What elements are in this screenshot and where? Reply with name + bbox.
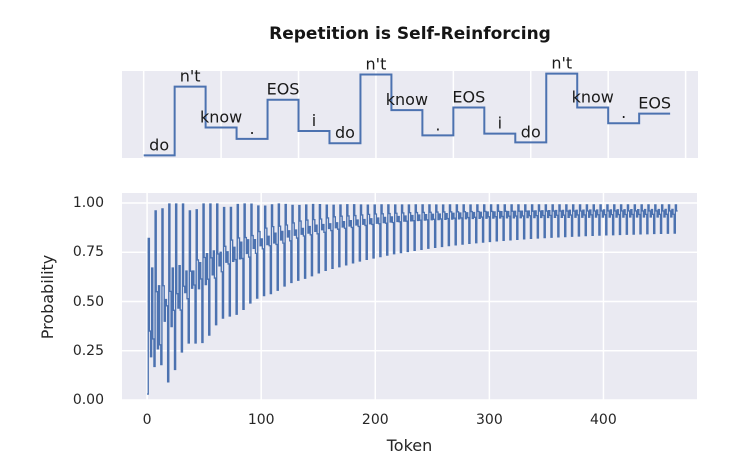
- token-label: do: [335, 123, 355, 142]
- token-label: do: [521, 122, 541, 141]
- probability-line: [147, 203, 678, 395]
- token-label: EOS: [452, 88, 485, 107]
- token-label: .: [621, 103, 626, 122]
- token-label: n't: [551, 54, 572, 73]
- token-label: EOS: [267, 80, 300, 99]
- x-tick-label: 200: [361, 412, 389, 428]
- token-label: .: [250, 119, 255, 138]
- chart-title: Repetition is Self-Reinforcing: [269, 24, 551, 44]
- probability-canvas: [122, 193, 697, 401]
- token-label: do: [149, 135, 169, 154]
- x-tick-label: 0: [142, 412, 152, 428]
- x-tick-label: 300: [476, 412, 503, 428]
- x-tick-label: 100: [247, 412, 275, 428]
- token-label: .: [435, 115, 440, 134]
- y-axis-label: Probability: [38, 254, 57, 340]
- y-tick-label: 0.25: [72, 342, 104, 359]
- token-steps-subplot: do n't know. EOS i do n't know. EOS i do n't know. EO…: [122, 54, 698, 158]
- token-label: i: [498, 114, 502, 133]
- token-label: i: [312, 111, 316, 130]
- probability-subplot: [122, 193, 697, 401]
- token-label: know: [200, 108, 242, 127]
- token-label: know: [572, 88, 614, 107]
- token-label: n't: [366, 54, 387, 73]
- token-label: know: [386, 90, 428, 109]
- y-tick-label: 0.75: [72, 244, 104, 261]
- y-tick-label: 1.00: [72, 195, 104, 211]
- token-label: n't: [180, 67, 201, 86]
- y-tick-label: 0.00: [72, 392, 104, 408]
- x-tick-label: 400: [590, 412, 617, 428]
- token-label: EOS: [638, 94, 671, 113]
- y-tick-label: 0.50: [72, 293, 104, 310]
- x-axis-label: Token: [386, 436, 433, 455]
- token-step-line: [143, 72, 671, 157]
